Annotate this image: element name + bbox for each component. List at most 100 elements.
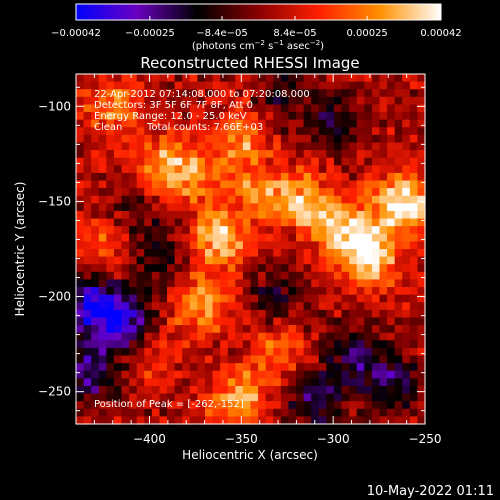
heatmap-cell [136, 264, 145, 273]
heatmap-cell [265, 210, 274, 220]
heatmap-cell [189, 332, 198, 341]
heatmap-cell [235, 89, 244, 98]
heatmap-cell [174, 340, 183, 349]
heatmap-cell [356, 180, 365, 189]
heatmap-cell [129, 104, 138, 113]
heatmap-cell [311, 294, 320, 303]
heatmap-cell [258, 150, 267, 159]
heatmap-cell [364, 401, 373, 410]
heatmap-cell [349, 378, 358, 387]
heatmap-cell [417, 119, 426, 128]
heatmap-cell [182, 279, 191, 288]
heatmap-cell [318, 325, 327, 334]
heatmap-cell [182, 256, 191, 265]
heatmap-cell [273, 96, 282, 106]
heatmap-cell [311, 134, 320, 144]
heatmap-cell [296, 180, 305, 189]
heatmap-cell [197, 271, 206, 281]
heatmap-cell [106, 355, 115, 364]
heatmap-cell [76, 317, 85, 326]
heatmap-cell [356, 241, 365, 250]
heatmap-cell [311, 393, 320, 402]
heatmap-cell [280, 325, 290, 334]
heatmap-cell [212, 309, 221, 319]
heatmap-cell [189, 279, 198, 288]
heatmap-cell [417, 180, 426, 189]
heatmap-cell [235, 119, 244, 128]
heatmap-cell [121, 150, 130, 159]
heatmap-cell [265, 127, 274, 136]
heatmap-cell [129, 325, 138, 334]
heatmap-cell [258, 96, 267, 106]
heatmap-cell [356, 89, 365, 98]
heatmap-cell [83, 256, 92, 265]
heatmap-cell [91, 180, 100, 189]
heatmap-cell [121, 332, 130, 341]
heatmap-cell [83, 363, 92, 372]
heatmap-cell [167, 355, 176, 364]
heatmap-cell [212, 393, 221, 402]
heatmap-cell [167, 226, 176, 235]
heatmap-cell [326, 363, 335, 372]
heatmap-cell [129, 203, 138, 212]
heatmap-cell [136, 302, 145, 311]
colorbar-ticks: −0.00042 −0.00025 −8.4e−05 8.4e−05 0.00025 0.… [51, 16, 462, 39]
heatmap-cell [417, 218, 426, 227]
heatmap-cell [76, 112, 85, 121]
heatmap-cell [242, 226, 252, 235]
heatmap-cell [303, 172, 312, 182]
heatmap-cell [394, 408, 403, 417]
heatmap-cell [273, 393, 282, 402]
heatmap-cell [394, 401, 403, 410]
heatmap-cell [106, 363, 115, 372]
heatmap-cell [326, 393, 335, 402]
heatmap-cell [136, 347, 145, 357]
heatmap-cell [167, 233, 176, 242]
heatmap-cell [273, 172, 282, 182]
heatmap-cell [341, 378, 350, 387]
heatmap-cell [220, 401, 229, 410]
heatmap-cell [250, 157, 259, 166]
heatmap-cell [349, 210, 358, 220]
heatmap-cell [349, 271, 358, 281]
heatmap-cell [311, 363, 320, 372]
heatmap-cell [189, 210, 198, 220]
heatmap-cell [212, 74, 221, 83]
heatmap-cell [311, 74, 320, 83]
heatmap-cell [98, 127, 107, 136]
heatmap-cell [288, 241, 297, 250]
heatmap-cell [91, 347, 100, 357]
heatmap-cell [333, 241, 343, 250]
heatmap-cell [371, 302, 381, 311]
heatmap-cell [387, 279, 396, 288]
heatmap-cell [273, 195, 282, 204]
heatmap-cell [349, 393, 358, 402]
heatmap-cell [212, 363, 221, 372]
heatmap-cell [333, 112, 343, 121]
heatmap-cell [91, 188, 100, 197]
heatmap-cell [379, 294, 388, 303]
heatmap-cell [106, 89, 115, 98]
heatmap-cell [409, 271, 419, 281]
heatmap-cell [318, 279, 327, 288]
heatmap-cell [356, 347, 365, 357]
heatmap-cell [136, 385, 145, 395]
heatmap-cell [288, 81, 297, 90]
heatmap-cell [341, 302, 350, 311]
heatmap-cell [76, 264, 85, 273]
heatmap-cell [235, 294, 244, 303]
heatmap-cell [326, 180, 335, 189]
heatmap-cell [250, 89, 259, 98]
heatmap-cell [220, 249, 229, 258]
heatmap-cell [98, 226, 107, 235]
heatmap-cell [333, 378, 343, 387]
heatmap-cell [288, 195, 297, 204]
heatmap-cell [227, 104, 236, 113]
heatmap-cell [159, 355, 168, 364]
heatmap-cell [349, 172, 358, 182]
heatmap-cell [136, 112, 145, 121]
heatmap-cell [387, 325, 396, 334]
heatmap-cell [98, 74, 107, 83]
heatmap-cell [318, 271, 327, 281]
heatmap-cell [129, 195, 138, 204]
